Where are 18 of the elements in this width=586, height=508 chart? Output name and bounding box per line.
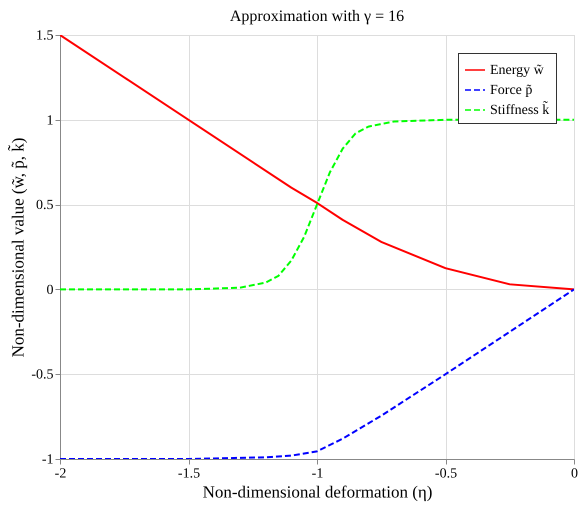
x-tick-label: -1.5: [178, 466, 200, 482]
y-tick-label: 0.5: [36, 198, 54, 214]
chart-title: Approximation with γ = 16: [230, 8, 404, 25]
y-tick-label: -1: [42, 452, 54, 468]
y-tick-label: 0: [46, 282, 54, 298]
y-tick-label: -0.5: [31, 368, 54, 383]
x-tick-label: 0: [571, 466, 578, 482]
legend-label: Stiffness k̃: [490, 100, 550, 118]
line-series: [60, 35, 574, 290]
y-axis-title: Non-dimensional value (w̃, p̃, k̃): [7, 138, 28, 358]
y-tick-label: 1.5: [36, 28, 54, 44]
x-axis-title: Non-dimensional deformation (η): [202, 482, 432, 502]
y-tick-label: 1: [46, 113, 54, 128]
x-tick-label: -1: [312, 466, 324, 482]
x-tick-label: -2: [54, 466, 66, 482]
legend-label: Energy w̃: [490, 63, 545, 78]
legend-label: Force p̃: [490, 83, 532, 98]
x-tick-label: -0.5: [434, 466, 458, 482]
